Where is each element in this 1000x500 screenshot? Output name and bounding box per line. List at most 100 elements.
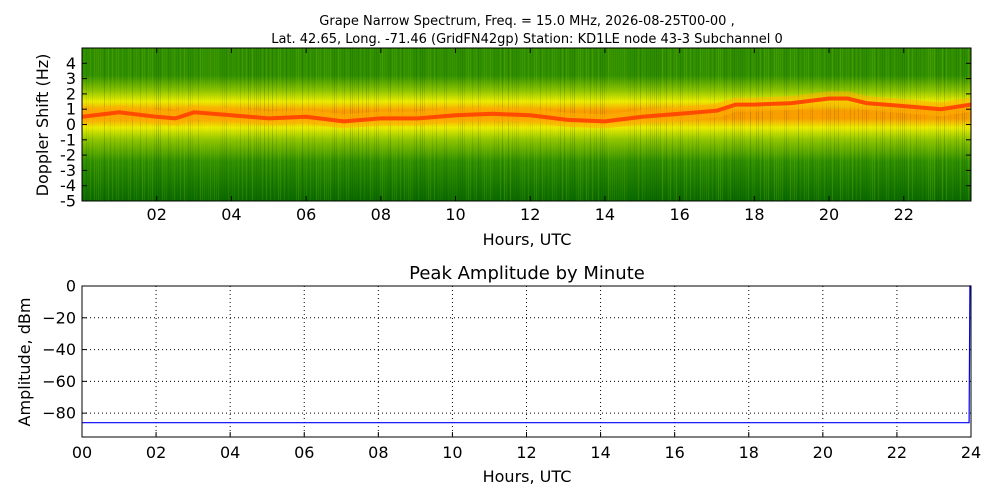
spectrogram-texture-stripe xyxy=(680,48,681,201)
spectrogram-texture-stripe xyxy=(468,48,469,201)
spectrogram-texture-stripe xyxy=(480,48,481,201)
spectrogram-texture-stripe xyxy=(786,48,787,201)
spectrogram-texture-stripe xyxy=(962,48,963,201)
spectrogram-texture-stripe xyxy=(864,48,865,201)
spectrogram-texture-stripe xyxy=(214,48,215,201)
spectrogram-texture-stripe xyxy=(136,48,137,201)
spectrogram-texture-stripe xyxy=(306,48,307,201)
spectrogram-texture-stripe xyxy=(474,48,475,201)
spectrogram-texture-stripe xyxy=(836,48,837,201)
spectrogram-texture-stripe xyxy=(218,48,219,201)
amplitude-x-axis-label: Hours, UTC xyxy=(483,467,572,486)
spectrogram-texture-stripe xyxy=(192,48,193,201)
spectrogram-texture-stripe xyxy=(872,48,873,201)
spectrogram-texture-stripe xyxy=(782,48,783,201)
spectrogram-texture-stripe xyxy=(852,48,853,201)
spectrogram-texture-stripe xyxy=(502,48,503,201)
amplitude-y-tick-label: −80 xyxy=(42,404,76,423)
spectrogram-texture-stripe xyxy=(528,48,529,201)
amplitude-x-tick-label: 04 xyxy=(220,443,240,462)
spectrogram-texture-stripe xyxy=(290,48,291,201)
spectrogram-panel: Grape Narrow Spectrum, Freq. = 15.0 MHz,… xyxy=(33,14,972,249)
amplitude-x-tick-label: 20 xyxy=(813,443,833,462)
spectrogram-texture-stripe xyxy=(718,48,719,201)
spectrogram-texture-stripe xyxy=(114,48,115,201)
spectrogram-texture-stripe xyxy=(884,48,885,201)
spectrogram-texture-stripe xyxy=(902,48,903,201)
amplitude-series xyxy=(82,285,971,424)
spectrogram-texture-stripe xyxy=(478,48,479,201)
spectrogram-texture-stripe xyxy=(122,48,123,201)
spectrogram-texture-stripe xyxy=(784,48,785,201)
spectrogram-texture-stripe xyxy=(124,48,125,201)
spectrogram-texture-stripe xyxy=(666,48,667,201)
spectrogram-texture-stripe xyxy=(668,48,669,201)
spectrogram-texture-stripe xyxy=(918,48,919,201)
amplitude-panel: Peak Amplitude by Minute 00 02 04 06 08 10 12 1… xyxy=(15,263,981,486)
spectrogram-texture-stripe xyxy=(906,48,907,201)
spectrogram-texture-stripe xyxy=(908,48,909,201)
spectrogram-texture-stripe xyxy=(818,48,819,201)
spectrogram-texture-stripe xyxy=(128,48,129,201)
spectrogram-texture-stripe xyxy=(308,48,309,201)
spectrogram-texture-stripe xyxy=(446,48,447,201)
spectrogram-texture-stripe xyxy=(546,48,547,201)
spectrogram-texture-stripe xyxy=(730,48,731,201)
spectrogram-texture-stripe xyxy=(224,48,225,201)
spectrogram-texture-stripe xyxy=(874,48,875,201)
spectrogram-texture-stripe xyxy=(828,48,829,201)
spectrogram-texture-stripe xyxy=(472,48,473,201)
spectrogram-texture-stripe xyxy=(232,48,233,201)
spectrogram-y-tick-label: 4 xyxy=(66,54,76,73)
spectrogram-texture-stripe xyxy=(514,48,515,201)
spectrogram-y-axis-label: Doppler Shift (Hz) xyxy=(33,54,52,197)
spectrogram-texture-stripe xyxy=(674,48,675,201)
spectrogram-texture-stripe xyxy=(536,48,537,201)
spectrogram-texture-stripe xyxy=(768,48,769,201)
spectrogram-signal-trace xyxy=(82,91,971,129)
spectrogram-texture-stripe xyxy=(522,48,523,201)
spectrogram-texture-stripe xyxy=(854,48,855,201)
amplitude-x-tick-label: 16 xyxy=(664,443,684,462)
spectrogram-texture-stripe xyxy=(182,48,183,201)
spectrogram-x-tick-label: 22 xyxy=(894,205,914,224)
spectrogram-texture-stripe xyxy=(98,48,99,201)
amplitude-y-tick-label: 0 xyxy=(66,277,76,296)
spectrogram-texture-stripe xyxy=(822,48,823,201)
amplitude-y-tick-label: −40 xyxy=(42,340,76,359)
spectrogram-texture-stripe xyxy=(466,48,467,201)
amplitude-x-tick-label: 08 xyxy=(368,443,388,462)
spectrogram-texture-stripe xyxy=(244,48,245,201)
spectrogram-texture-stripe xyxy=(834,48,835,201)
spectrogram-texture-stripe xyxy=(816,48,817,201)
spectrogram-texture-stripe xyxy=(848,48,849,201)
spectrogram-texture-stripe xyxy=(144,48,145,201)
spectrogram-texture-stripe xyxy=(830,48,831,201)
spectrogram-texture-stripe xyxy=(488,48,489,201)
spectrogram-x-tick-label: 18 xyxy=(744,205,764,224)
spectrogram-texture-stripe xyxy=(950,48,951,201)
spectrogram-texture-stripe xyxy=(448,48,449,201)
spectrogram-texture-stripe xyxy=(956,48,957,201)
spectrogram-texture-stripe xyxy=(934,48,935,201)
spectrogram-y-tick-label: 2 xyxy=(66,84,76,103)
spectrogram-texture-stripe xyxy=(228,48,229,201)
spectrogram-texture-stripe xyxy=(938,48,939,201)
spectrogram-texture-stripe xyxy=(810,48,811,201)
spectrogram-texture-stripe xyxy=(196,48,197,201)
spectrogram-texture-stripe xyxy=(300,48,301,201)
spectrogram-x-tick-label: 06 xyxy=(296,205,316,224)
spectrogram-texture-stripe xyxy=(134,48,135,201)
spectrogram-texture-stripe xyxy=(526,48,527,201)
spectrogram-texture-stripe xyxy=(714,48,715,201)
spectrogram-texture-stripe xyxy=(102,48,103,201)
spectrogram-texture-stripe xyxy=(92,48,93,201)
spectrogram-y-tick-label: -3 xyxy=(60,161,76,180)
spectrogram-texture-stripe xyxy=(960,48,961,201)
spectrogram-texture-stripe xyxy=(684,48,685,201)
spectrogram-texture-stripe xyxy=(160,48,161,201)
spectrogram-texture-stripe xyxy=(256,48,257,201)
spectrogram-texture-stripe xyxy=(802,48,803,201)
